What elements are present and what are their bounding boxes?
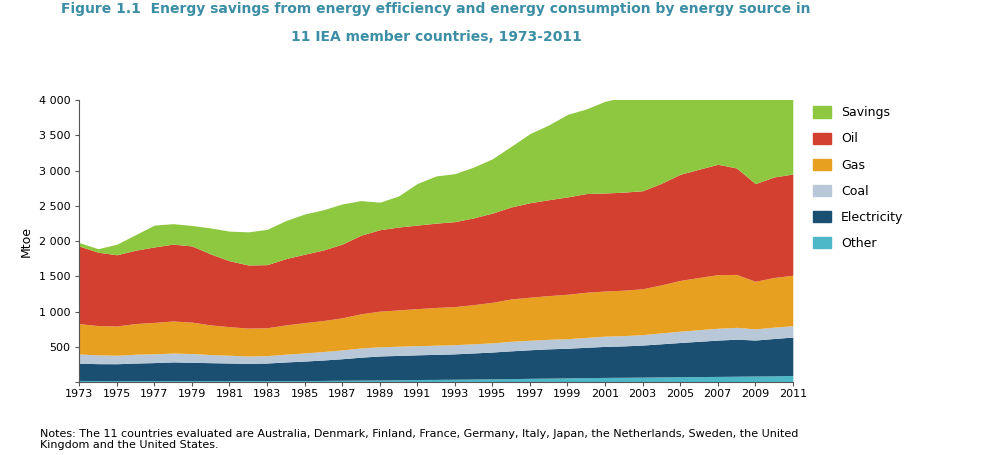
Text: Figure 1.1  Energy savings from energy efficiency and energy consumption by ener: Figure 1.1 Energy savings from energy ef… bbox=[61, 2, 811, 16]
Legend: Savings, Oil, Gas, Coal, Electricity, Other: Savings, Oil, Gas, Coal, Electricity, Ot… bbox=[814, 106, 903, 250]
Y-axis label: Mtoe: Mtoe bbox=[20, 226, 33, 257]
Text: 11 IEA member countries, 1973-2011: 11 IEA member countries, 1973-2011 bbox=[290, 30, 582, 44]
Text: Notes: The 11 countries evaluated are Australia, Denmark, Finland, France, Germa: Notes: The 11 countries evaluated are Au… bbox=[40, 429, 798, 450]
